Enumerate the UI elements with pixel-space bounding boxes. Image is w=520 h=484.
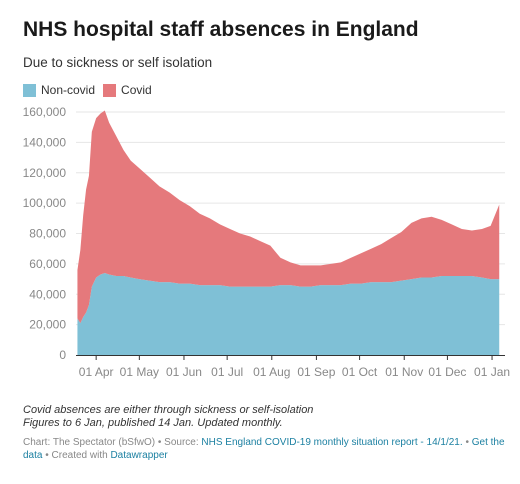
x-tick-label: 01 Jun — [166, 365, 202, 379]
source-link[interactable]: NHS England COVID-19 monthly situation r… — [201, 437, 463, 448]
legend-label-noncovid: Non-covid — [41, 83, 96, 97]
series-area-covid — [77, 110, 500, 324]
y-tick-label: 20,000 — [29, 318, 66, 332]
y-tick-label: 80,000 — [29, 227, 66, 241]
legend: Non-covid Covid — [23, 82, 160, 98]
chart-footer: Chart: The Spectator (bSfwO) • Source: N… — [23, 436, 513, 462]
series-area-noncovid — [77, 272, 500, 355]
note-line-1: Covid absences are either through sickne… — [23, 404, 314, 416]
y-tick-label: 120,000 — [23, 166, 67, 180]
x-tick-label: 01 May — [120, 365, 159, 379]
footer-separator: • — [465, 437, 469, 448]
x-tick-label: 01 Dec — [428, 365, 466, 379]
note-line-2: Figures to 6 Jan, published 14 Jan. Upda… — [23, 417, 283, 429]
chart-title: NHS hospital staff absences in England — [23, 18, 419, 41]
x-tick-label: 01 Jan — [474, 365, 510, 379]
x-tick-label: 01 Oct — [342, 365, 378, 379]
x-tick-label: 01 Nov — [385, 365, 423, 379]
x-tick-label: 01 Sep — [297, 365, 335, 379]
x-tick-label: 01 Aug — [253, 365, 290, 379]
area-chart: 0 20,000 40,000 60,000 80,000 100,000 120,000 1… — [23, 105, 510, 379]
footer-credit: Chart: The Spectator (bSfwO) • — [23, 437, 162, 448]
y-tick-label: 140,000 — [23, 135, 67, 149]
legend-swatch-covid — [103, 83, 117, 97]
y-tick-label: 100,000 — [23, 196, 67, 210]
x-tick-label: 01 Jul — [211, 365, 243, 379]
legend-swatch-noncovid — [23, 83, 36, 97]
footer-created-with: • Created with — [45, 450, 108, 461]
legend-label-covid: Covid — [121, 83, 152, 97]
footer-source-prefix: Source: — [164, 437, 199, 448]
y-tick-label: 60,000 — [29, 257, 66, 271]
y-tick-label: 160,000 — [23, 105, 67, 119]
y-tick-label: 0 — [59, 348, 66, 362]
get-the-data-link[interactable]: Get the data — [23, 437, 505, 461]
legend-item-noncovid: Non-covid — [23, 83, 95, 97]
chart-subtitle: Due to sickness or self isolation — [23, 55, 213, 70]
y-tick-label: 40,000 — [29, 287, 66, 301]
datawrapper-link[interactable]: Datawrapper — [110, 450, 168, 461]
x-tick-label: 01 Apr — [79, 365, 114, 379]
chart-notes: Covid absences are either through sickne… — [23, 404, 313, 430]
legend-item-covid: Covid — [103, 83, 152, 97]
